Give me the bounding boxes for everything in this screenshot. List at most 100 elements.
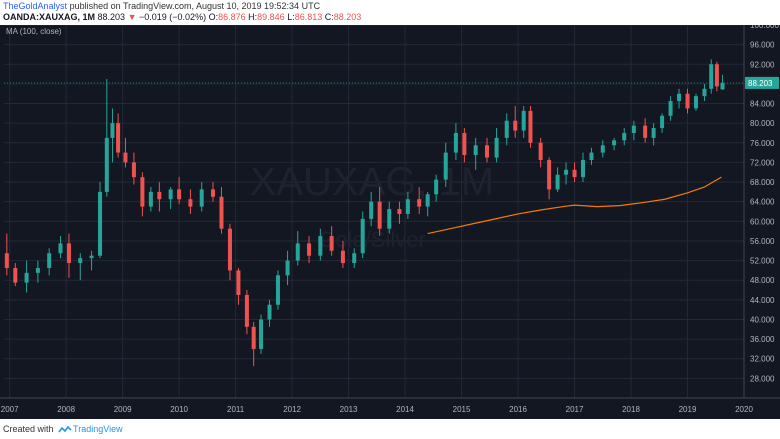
y-tick-label: 44.000 xyxy=(750,296,775,305)
chart-header: TheGoldAnalyst published on TradingView.… xyxy=(0,0,780,25)
candle xyxy=(318,228,323,261)
candle-body xyxy=(685,93,690,109)
candle-body xyxy=(434,179,439,195)
candle xyxy=(453,123,458,160)
x-tick-label: 2019 xyxy=(679,405,697,414)
candle xyxy=(131,152,136,185)
candle-body xyxy=(244,294,249,327)
price-chart[interactable]: XAUXAG, 1M Gold/Silver 28.000 32.000 36.00… xyxy=(0,21,780,419)
candle xyxy=(714,61,719,92)
candle-body xyxy=(116,123,121,153)
time-axis[interactable]: 2007 2008 2009 2010 2011 2012 2013 2014 2015 2016… xyxy=(0,397,780,414)
high-label: H: xyxy=(248,12,258,22)
ma-layer xyxy=(427,176,722,235)
y-tick-label: 72.000 xyxy=(750,158,775,167)
candle-body xyxy=(443,152,448,180)
candle-body xyxy=(528,110,533,143)
y-tick-label: 28.000 xyxy=(750,374,775,383)
candle xyxy=(643,118,648,143)
candle xyxy=(58,236,63,259)
candle-body xyxy=(35,267,40,273)
candle-body xyxy=(168,189,173,200)
candle-body xyxy=(504,120,509,138)
y-tick-label: 100.000 xyxy=(750,25,779,30)
candle-body xyxy=(219,196,224,229)
candle xyxy=(538,137,543,168)
candle xyxy=(405,191,410,219)
candle-body xyxy=(227,228,232,271)
y-tick-label: 48.000 xyxy=(750,276,775,285)
candle-body xyxy=(98,191,103,256)
candle-body xyxy=(709,64,714,89)
last-price: 88.203 xyxy=(97,12,126,22)
candle xyxy=(78,253,83,281)
candle xyxy=(685,88,690,114)
candle xyxy=(547,157,552,200)
candle xyxy=(631,120,636,141)
candle-body xyxy=(555,174,560,190)
candle-body xyxy=(267,304,272,320)
candle-body xyxy=(104,137,109,192)
candle xyxy=(709,59,714,94)
candle xyxy=(148,186,153,212)
y-tick-label: 76.000 xyxy=(750,139,775,148)
x-tick-label: 2009 xyxy=(114,405,132,414)
ma-legend[interactable]: MA (100, close) xyxy=(6,27,62,36)
candles xyxy=(4,59,725,367)
candle-body xyxy=(66,243,71,264)
author-link[interactable]: TheGoldAnalyst xyxy=(3,1,68,11)
y-tick-label: 52.000 xyxy=(750,257,775,266)
candle xyxy=(434,174,439,202)
candle xyxy=(484,137,489,163)
x-tick-label: 2008 xyxy=(57,405,75,414)
candle-body xyxy=(295,243,300,261)
y-tick-label: 80.000 xyxy=(750,119,775,128)
x-tick-label: 2020 xyxy=(735,405,753,414)
candle-body xyxy=(58,243,63,254)
candle-body xyxy=(453,132,458,153)
candle-body xyxy=(199,189,204,207)
candle xyxy=(702,83,707,102)
ma-line xyxy=(427,176,722,235)
y-tick-label: 84.000 xyxy=(750,100,775,109)
candle xyxy=(397,201,402,224)
symbol-line: OANDA:XAUXAG, 1M 88.203 ▼ −0.019 (−0.02%… xyxy=(3,12,361,22)
candle-body xyxy=(340,250,345,264)
watermark: XAUXAG, 1M Gold/Silver xyxy=(250,160,495,252)
x-tick-label: 2017 xyxy=(566,405,584,414)
candle xyxy=(387,201,392,234)
last-price-label: 88.203 xyxy=(748,79,773,88)
candle-body xyxy=(329,236,334,251)
close-label: C: xyxy=(324,12,334,22)
open-value: 86.876 xyxy=(218,12,246,22)
close-value: 88.203 xyxy=(333,12,362,22)
price-axis[interactable]: 28.000 32.000 36.000 40.000 44.000 48.000 52.0… xyxy=(4,21,779,398)
candle-body xyxy=(110,123,115,138)
candle-body xyxy=(307,243,312,256)
candle-body xyxy=(660,115,665,129)
y-tick-label: 56.000 xyxy=(750,237,775,246)
candle xyxy=(219,186,224,234)
y-tick-label: 40.000 xyxy=(750,315,775,324)
candle-body xyxy=(484,145,489,158)
candle-body xyxy=(177,189,182,200)
candle-body xyxy=(318,236,323,256)
candle xyxy=(188,189,193,214)
candle-body xyxy=(462,132,467,156)
candle-body xyxy=(157,191,162,200)
candle xyxy=(227,223,232,281)
tradingview-brand[interactable]: TradingView xyxy=(73,424,123,434)
x-tick-label: 2016 xyxy=(509,405,527,414)
candle xyxy=(462,128,467,163)
candle-body xyxy=(677,93,682,102)
candle xyxy=(307,236,312,264)
y-tick-label: 36.000 xyxy=(750,335,775,344)
low-label: L: xyxy=(287,12,295,22)
watermark-description: Gold/Silver xyxy=(318,227,426,252)
chart-area[interactable]: XAUXAG, 1M Gold/Silver 28.000 32.000 36.00… xyxy=(0,21,780,419)
candle-body xyxy=(473,145,478,156)
open-label: O: xyxy=(208,12,219,22)
candle-body xyxy=(78,258,83,264)
candle-body xyxy=(4,253,9,268)
candle xyxy=(612,137,617,151)
